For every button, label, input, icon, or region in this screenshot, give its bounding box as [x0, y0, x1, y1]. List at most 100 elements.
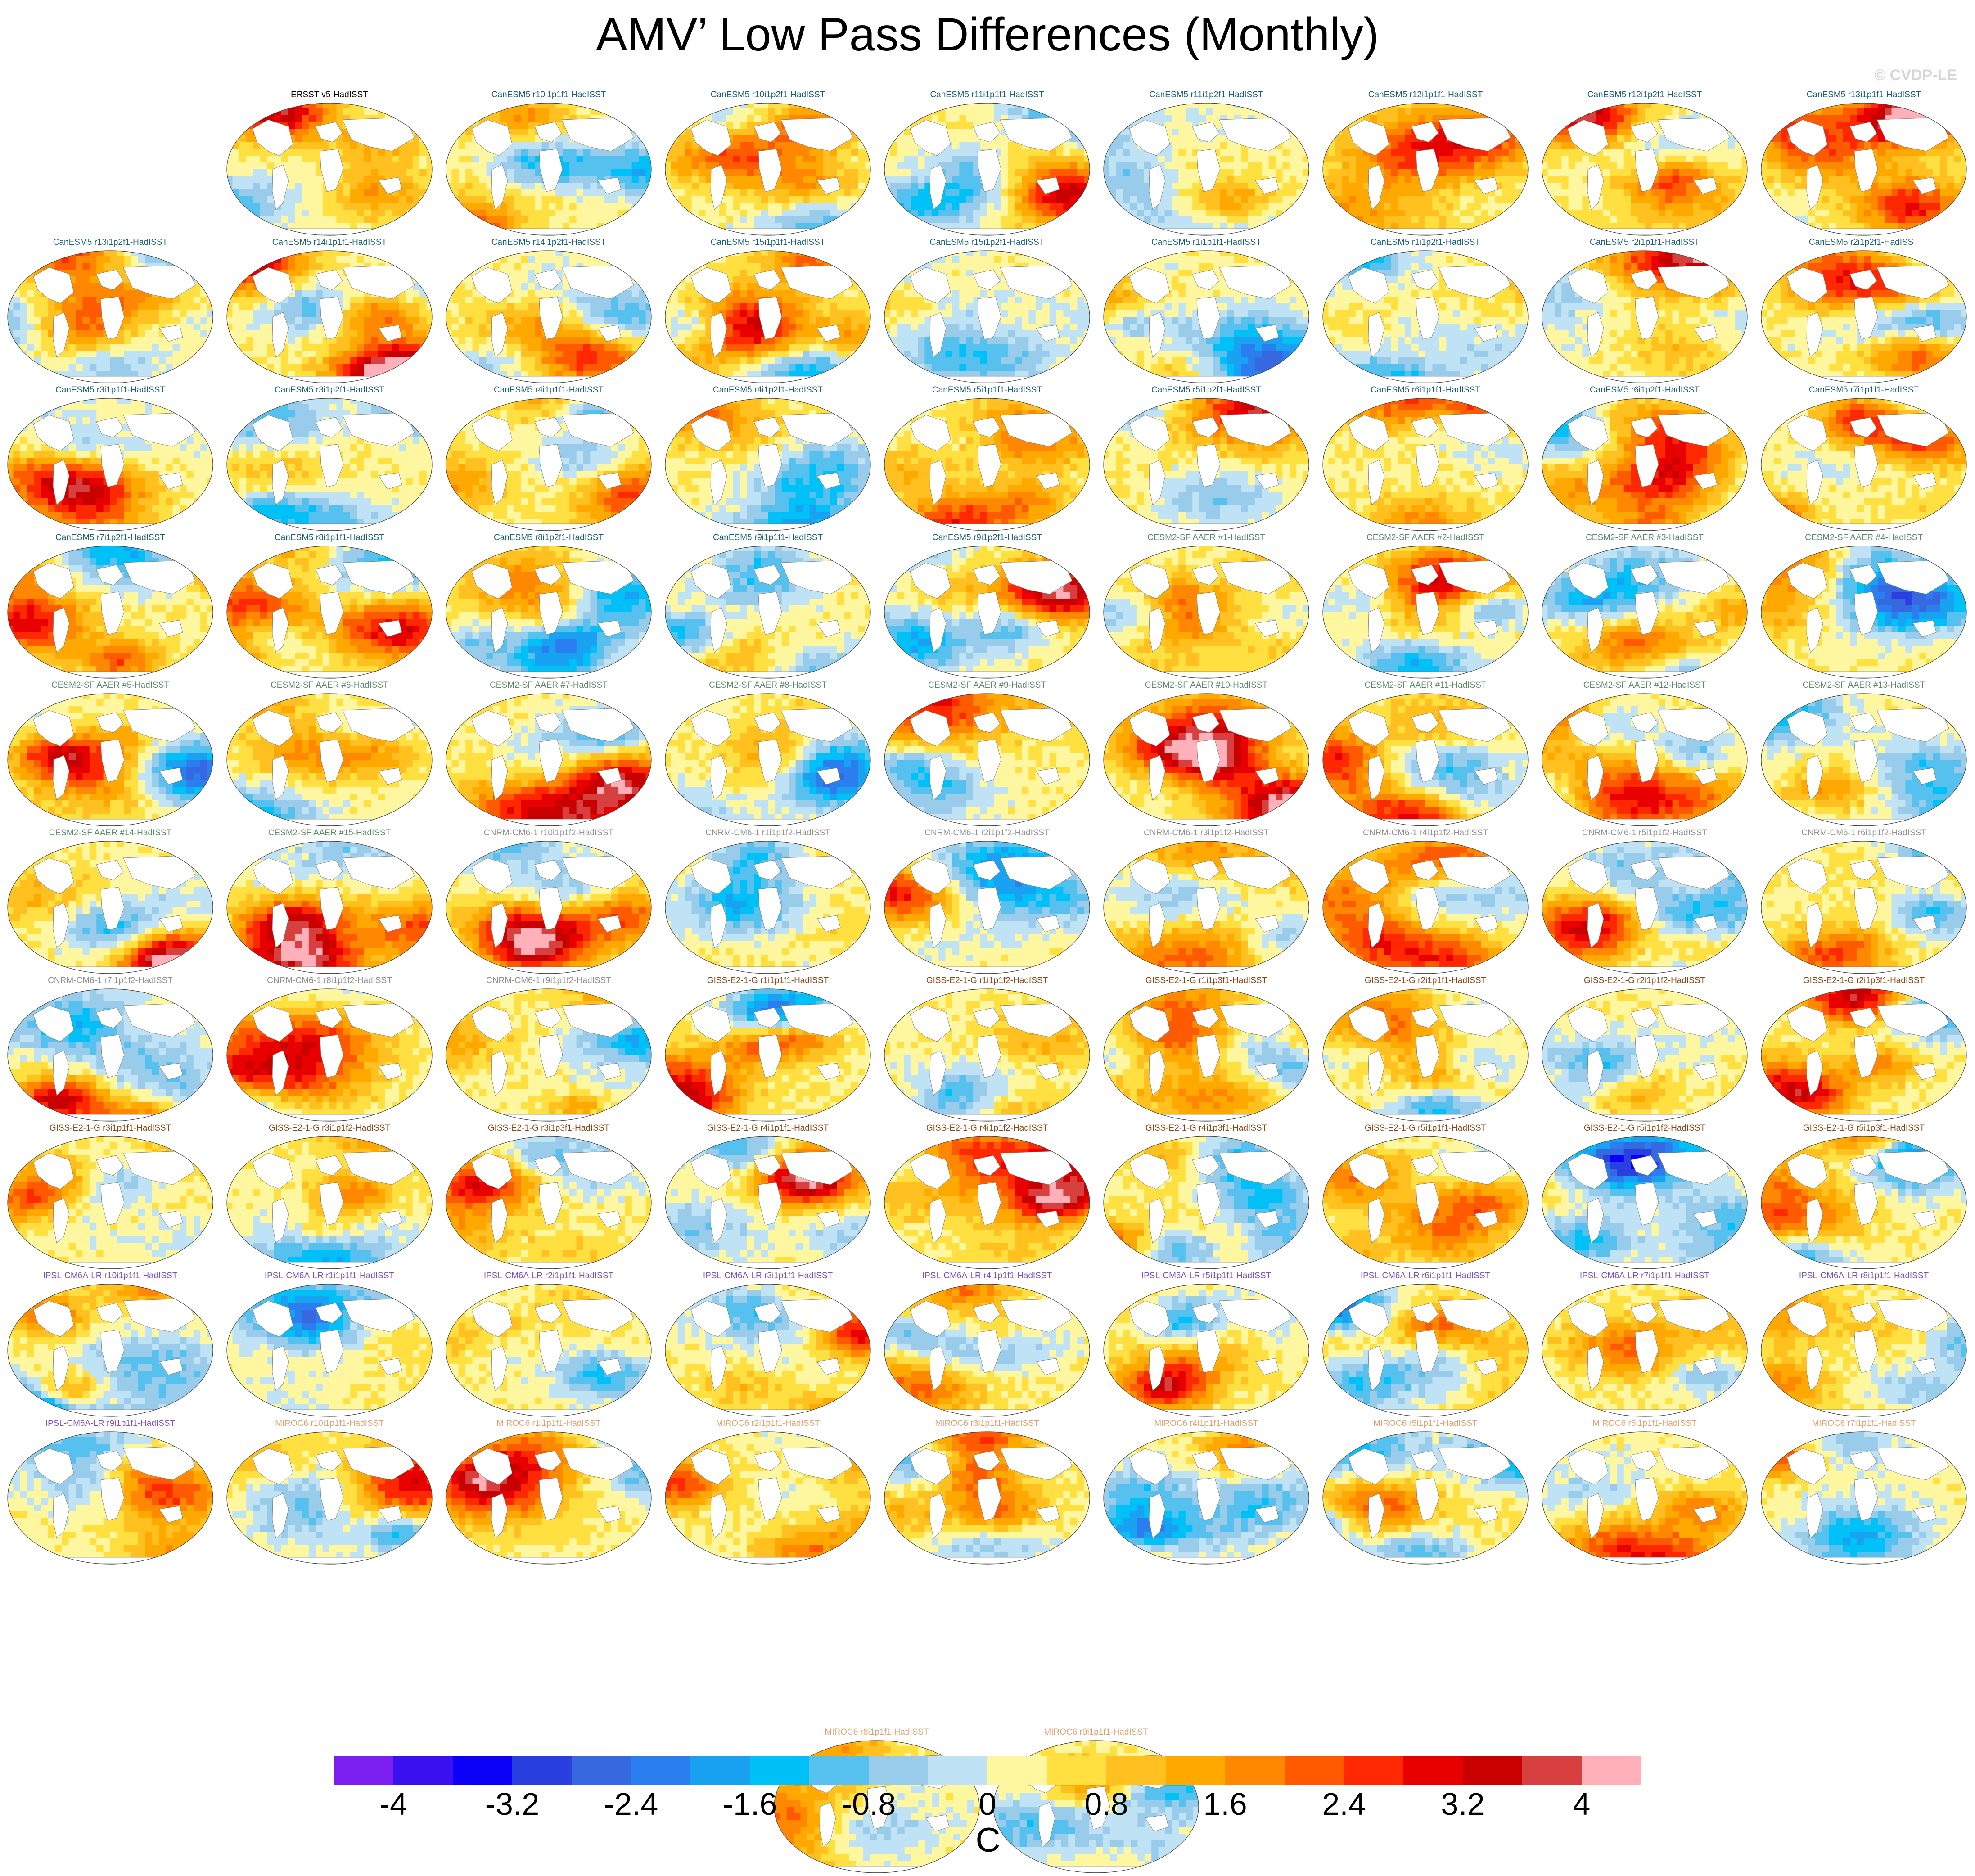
map-panel: IPSL-CM6A-LR r8i1p1f1-HadISST	[1758, 1271, 1970, 1420]
sst-difference-map	[225, 1283, 433, 1418]
colorbar-tick-label: 2.4	[1276, 1786, 1411, 1822]
colorbar-tick-label: -4	[326, 1786, 461, 1822]
map-panel: CESM2-SF AAER #2-HadISST	[1320, 533, 1531, 681]
colorbar-swatch	[809, 1756, 869, 1785]
sst-difference-map	[883, 1430, 1091, 1565]
colorbar-swatch	[631, 1756, 691, 1785]
map-panel: GISS-E2-1-G r2i1p1f2-HadISST	[1539, 976, 1750, 1124]
map-panel: CanESM5 r14i1p2f1-HadISST	[443, 238, 654, 386]
colorbar-swatch	[928, 1756, 988, 1785]
map-panel: CanESM5 r12i1p2f1-HadISST	[1539, 90, 1750, 239]
map-panel: MIROC6 r3i1p1f1-HadISST	[881, 1419, 1093, 1567]
map-panel-title: GISS-E2-1-G r1i1p1f1-HadISST	[662, 976, 874, 986]
sst-difference-map	[225, 1430, 433, 1565]
map-panel: GISS-E2-1-G r2i1p3f1-HadISST	[1758, 976, 1970, 1124]
sst-difference-map	[1541, 1283, 1749, 1418]
map-panel-title: MIROC6 r8i1p1f1-HadISST	[771, 1727, 983, 1737]
map-panel-title: GISS-E2-1-G r5i1p1f1-HadISST	[1320, 1123, 1531, 1133]
map-panel: CESM2-SF AAER #1-HadISST	[1100, 533, 1312, 681]
sst-difference-map	[1541, 545, 1749, 680]
map-panel-title: CNRM-CM6-1 r7i1p1f2-HadISST	[5, 976, 216, 986]
map-panel: CanESM5 r8i1p1f1-HadISST	[224, 533, 435, 681]
sst-difference-map	[445, 1135, 653, 1270]
map-panel: CNRM-CM6-1 r3i1p1f2-HadISST	[1100, 828, 1312, 977]
map-panel: MIROC6 r1i1p1f1-HadISST	[443, 1419, 654, 1567]
map-panel-title: CNRM-CM6-1 r8i1p1f2-HadISST	[224, 976, 435, 986]
sst-difference-map	[1541, 397, 1749, 532]
map-panel-title: CESM2-SF AAER #4-HadISST	[1758, 533, 1970, 543]
map-panel: CanESM5 r14i1p1f1-HadISST	[224, 238, 435, 386]
map-panel: MIROC6 r2i1p1f1-HadISST	[662, 1419, 874, 1567]
map-panel: CESM2-SF AAER #10-HadISST	[1100, 681, 1312, 829]
map-panel: IPSL-CM6A-LR r9i1p1f1-HadISST	[5, 1419, 216, 1567]
sst-difference-map	[6, 1135, 214, 1270]
sst-difference-map	[225, 102, 433, 237]
map-panel: GISS-E2-1-G r5i1p3f1-HadISST	[1758, 1123, 1970, 1272]
colorbar-swatch	[334, 1756, 394, 1785]
map-panel-title: CESM2-SF AAER #10-HadISST	[1100, 681, 1312, 690]
map-panel-title: CanESM5 r14i1p1f1-HadISST	[224, 238, 435, 248]
map-panel-title: GISS-E2-1-G r4i1p1f2-HadISST	[881, 1123, 1093, 1133]
colorbar-tick-label: 4	[1514, 1786, 1649, 1822]
map-panel-title: MIROC6 r4i1p1f1-HadISST	[1100, 1419, 1312, 1429]
map-panel: CNRM-CM6-1 r8i1p1f2-HadISST	[224, 976, 435, 1124]
sst-difference-map	[1102, 988, 1310, 1123]
colorbar-tick-label: -3.2	[445, 1786, 580, 1822]
map-panel: CESM2-SF AAER #14-HadISST	[5, 828, 216, 977]
map-panel-title: CanESM5 r7i1p1f1-HadISST	[1758, 385, 1970, 395]
colorbar-swatch	[1047, 1756, 1107, 1785]
map-panel: IPSL-CM6A-LR r5i1p1f1-HadISST	[1100, 1271, 1312, 1420]
map-panel-title: GISS-E2-1-G r4i1p3f1-HadISST	[1100, 1123, 1312, 1133]
map-panel-title: CanESM5 r10i1p1f1-HadISST	[443, 90, 654, 100]
map-panel: MIROC6 r10i1p1f1-HadISST	[224, 1419, 435, 1567]
map-panel: IPSL-CM6A-LR r4i1p1f1-HadISST	[881, 1271, 1093, 1420]
map-panel-title: CNRM-CM6-1 r4i1p1f2-HadISST	[1320, 828, 1531, 838]
sst-difference-map	[6, 397, 214, 532]
map-panel-title: CanESM5 r13i1p1f1-HadISST	[1758, 90, 1970, 100]
map-panel: IPSL-CM6A-LR r2i1p1f1-HadISST	[443, 1271, 654, 1420]
colorbar-tick-label: 0	[920, 1786, 1055, 1822]
sst-difference-map	[1541, 1135, 1749, 1270]
sst-difference-map	[1102, 1135, 1310, 1270]
figure-title: AMV’ Low Pass Differences (Monthly)	[0, 8, 1975, 62]
sst-difference-map	[1541, 1430, 1749, 1565]
sst-difference-map	[1321, 545, 1529, 680]
map-panel-title: CanESM5 r8i1p2f1-HadISST	[443, 533, 654, 543]
map-panel: CanESM5 r5i1p2f1-HadISST	[1100, 385, 1312, 534]
sst-difference-map	[445, 545, 653, 680]
colorbar	[334, 1756, 1641, 1785]
sst-difference-map	[1321, 840, 1529, 975]
colorbar-tick-label: 0.8	[1039, 1786, 1174, 1822]
sst-difference-map	[6, 840, 214, 975]
sst-difference-map	[1321, 249, 1529, 384]
map-panel: CanESM5 r12i1p1f1-HadISST	[1320, 90, 1531, 239]
map-panel-title: CanESM5 r4i1p1f1-HadISST	[443, 385, 654, 395]
sst-difference-map	[225, 545, 433, 680]
map-panel: GISS-E2-1-G r4i1p1f2-HadISST	[881, 1123, 1093, 1272]
sst-difference-map	[445, 102, 653, 237]
sst-difference-map	[1321, 1283, 1529, 1418]
map-panel-title: CNRM-CM6-1 r9i1p1f2-HadISST	[443, 976, 654, 986]
sst-difference-map	[1760, 249, 1968, 384]
map-panel: IPSL-CM6A-LR r1i1p1f1-HadISST	[224, 1271, 435, 1420]
colorbar-swatch	[512, 1756, 572, 1785]
colorbar-swatch	[393, 1756, 453, 1785]
sst-difference-map	[1321, 102, 1529, 237]
map-panel: CanESM5 r9i1p1f1-HadISST	[662, 533, 874, 681]
map-panel-title: CanESM5 r1i1p2f1-HadISST	[1320, 238, 1531, 248]
sst-difference-map	[1541, 102, 1749, 237]
colorbar-swatch	[869, 1756, 929, 1785]
colorbar-swatch	[1344, 1756, 1404, 1785]
sst-difference-map	[883, 840, 1091, 975]
sst-difference-map	[1102, 1283, 1310, 1418]
map-panel-title: CESM2-SF AAER #14-HadISST	[5, 828, 216, 838]
map-panel-title: IPSL-CM6A-LR r8i1p1f1-HadISST	[1758, 1271, 1970, 1281]
map-panel: CESM2-SF AAER #8-HadISST	[662, 681, 874, 829]
map-panel-title: CESM2-SF AAER #7-HadISST	[443, 681, 654, 690]
map-panel: CNRM-CM6-1 r1i1p1f2-HadISST	[662, 828, 874, 977]
map-panel: CanESM5 r3i1p2f1-HadISST	[224, 385, 435, 534]
map-panel-title: CESM2-SF AAER #3-HadISST	[1539, 533, 1750, 543]
map-panel: CanESM5 r9i1p2f1-HadISST	[881, 533, 1093, 681]
sst-difference-map	[1760, 545, 1968, 680]
sst-difference-map	[1102, 545, 1310, 680]
